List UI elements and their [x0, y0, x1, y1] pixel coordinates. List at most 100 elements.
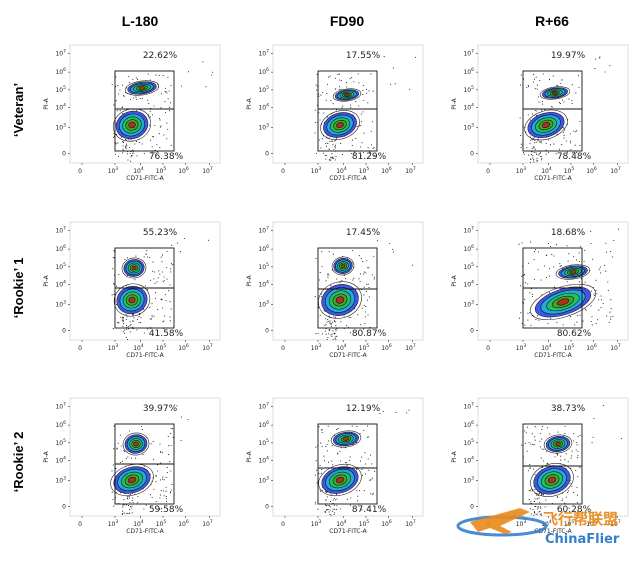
y-tick-label: 105	[463, 262, 474, 271]
y-axis-label: PI-A	[451, 97, 458, 109]
event-dot	[357, 314, 359, 316]
event-dot	[540, 159, 542, 161]
cytometry-panel: 01031041051061070103104105106107CD71-FIT…	[451, 397, 629, 535]
event-dot	[132, 149, 134, 151]
event-dot	[577, 74, 579, 76]
event-dot	[518, 317, 521, 319]
event-dot	[336, 505, 338, 507]
x-tick-label: 103	[516, 166, 527, 175]
event-dot	[160, 462, 162, 464]
event-dot	[343, 315, 345, 317]
event-dot	[165, 490, 167, 492]
event-dot	[524, 442, 526, 444]
event-dot	[327, 336, 329, 339]
event-dot	[168, 106, 171, 108]
event-dot	[113, 133, 115, 135]
event-dot	[133, 320, 135, 322]
event-dot	[536, 88, 538, 90]
event-dot	[591, 324, 593, 326]
event-dot	[335, 338, 337, 340]
density-contour	[128, 121, 136, 129]
event-dot	[162, 321, 164, 323]
event-dot	[111, 294, 113, 296]
event-dot	[120, 445, 122, 447]
event-dot	[525, 432, 527, 434]
event-dot	[327, 425, 329, 427]
event-dot	[137, 496, 139, 498]
y-tick-label: 105	[258, 262, 269, 271]
event-dot	[610, 307, 612, 310]
event-dot	[112, 328, 114, 330]
event-dot	[350, 106, 352, 109]
event-dot	[159, 443, 161, 445]
event-dot	[538, 154, 540, 156]
x-tick-label: 103	[108, 343, 119, 352]
x-tick-label: 106	[178, 166, 189, 175]
event-dot	[335, 155, 337, 158]
event-dot	[541, 109, 543, 111]
event-dot	[322, 92, 324, 94]
event-dot	[334, 77, 336, 79]
event-dot	[618, 228, 620, 230]
event-dot	[324, 155, 326, 157]
event-dot	[564, 432, 566, 434]
event-dot	[533, 151, 535, 153]
event-dot	[165, 91, 167, 93]
lower-gate-percentage: 59.58%	[149, 505, 184, 515]
event-dot	[170, 444, 172, 447]
event-dot	[336, 335, 338, 337]
event-dot	[590, 230, 592, 232]
event-dot	[533, 514, 535, 516]
lower-gate-percentage: 78.48%	[557, 152, 592, 162]
event-dot	[135, 96, 137, 98]
event-dot	[161, 261, 163, 263]
event-dot	[372, 90, 374, 92]
event-dot	[605, 242, 607, 244]
y-tick-label: 0	[62, 328, 66, 335]
event-dot	[136, 98, 138, 100]
event-dot	[143, 332, 145, 334]
y-tick-label: 106	[463, 420, 474, 429]
event-dot	[129, 321, 131, 323]
event-dot	[565, 453, 567, 455]
event-dot	[149, 139, 151, 141]
event-dot	[330, 325, 332, 327]
density-contour	[530, 463, 574, 497]
event-dot	[553, 143, 555, 145]
event-dot	[159, 147, 161, 149]
event-dot	[125, 145, 127, 147]
event-dot	[331, 140, 333, 143]
event-dot	[372, 493, 374, 495]
x-tick-label: 105	[564, 519, 575, 528]
event-dot	[131, 320, 134, 322]
event-dot	[159, 119, 161, 121]
event-dot	[131, 505, 133, 507]
event-dot	[551, 254, 553, 256]
event-dot	[535, 152, 537, 154]
event-dot	[368, 287, 370, 289]
event-dot	[123, 504, 125, 506]
event-dot	[569, 140, 572, 142]
event-dot	[364, 323, 366, 325]
event-dot	[141, 98, 143, 100]
event-dot	[149, 256, 151, 258]
event-dot	[318, 279, 321, 281]
event-dot	[316, 469, 318, 471]
event-dot	[356, 126, 358, 128]
event-dot	[392, 67, 394, 69]
x-tick-label: 106	[381, 166, 392, 175]
event-dot	[166, 122, 168, 124]
event-dot	[328, 315, 330, 317]
event-dot	[546, 254, 548, 256]
event-dot	[329, 501, 332, 503]
event-dot	[128, 146, 131, 149]
event-dot	[112, 464, 114, 466]
event-dot	[132, 501, 134, 504]
event-dot	[550, 317, 552, 320]
event-dot	[138, 141, 140, 143]
event-dot	[563, 134, 565, 136]
event-dot	[128, 75, 130, 78]
event-dot	[320, 296, 322, 298]
upper-gate-percentage: 39.97%	[143, 404, 178, 414]
